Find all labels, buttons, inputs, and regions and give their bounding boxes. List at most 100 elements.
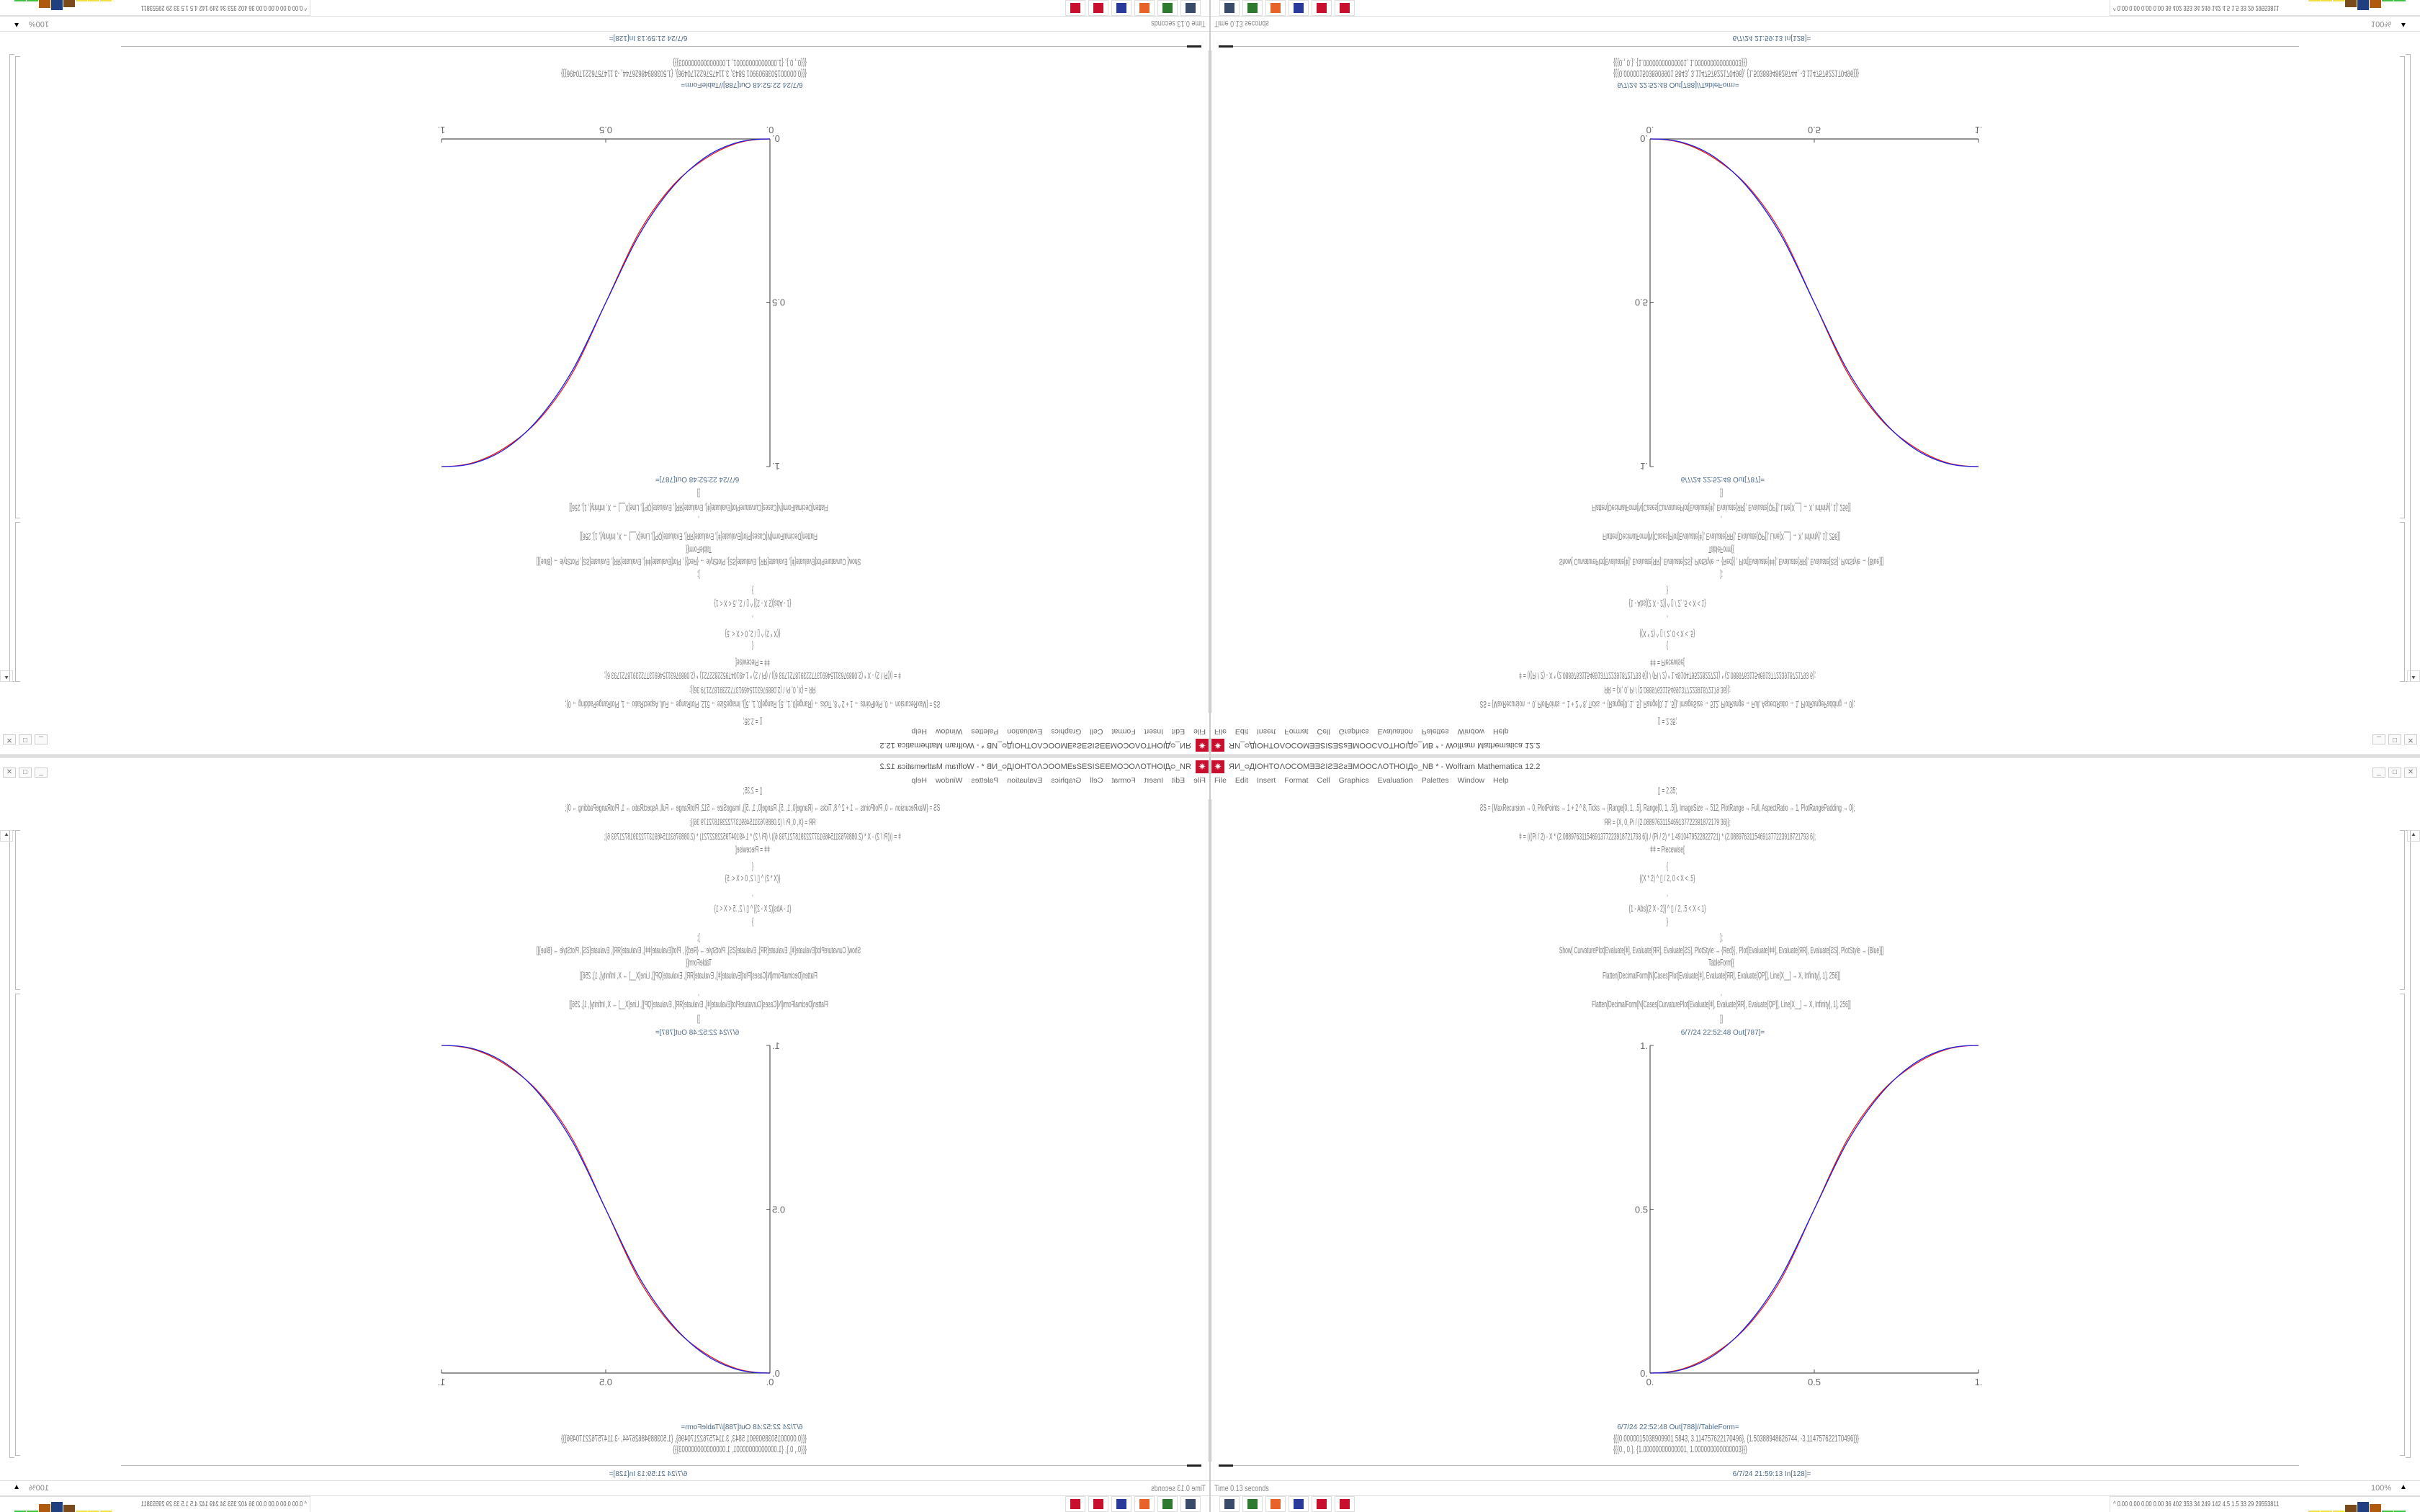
menu-graphics[interactable]: Graphics	[1051, 776, 1082, 785]
menu-format[interactable]: Format	[1284, 727, 1309, 736]
menu-evaluation[interactable]: Evaluation	[1377, 727, 1413, 736]
code-line[interactable]: {(X * 2) ^ ▯ / 2, 0 < X < .5}	[1639, 873, 1695, 883]
code-line[interactable]: {	[751, 641, 754, 652]
cell-bracket[interactable]	[15, 522, 20, 682]
code-line[interactable]: ЯR = {X, 0, Pi / (2.08897631154691377223…	[1604, 685, 1731, 696]
terminal-icon[interactable]	[1242, 0, 1263, 16]
cell-bracket[interactable]	[15, 56, 20, 518]
menu-edit[interactable]: Edit	[1234, 776, 1249, 785]
code-line[interactable]: Show[ CurvaturePlot[Evaluate[ǂ], Evaluat…	[1559, 557, 1884, 567]
close-button[interactable]: ✕	[2404, 734, 2417, 744]
code-line[interactable]: Show[ CurvaturePlot[Evaluate[ǂ], Evaluat…	[536, 945, 861, 955]
terminal-icon[interactable]	[1157, 0, 1178, 16]
menu-edit[interactable]: Edit	[1171, 776, 1186, 785]
minimize-button[interactable]: _	[2372, 734, 2385, 744]
menu-palettes[interactable]: Palettes	[1421, 727, 1449, 736]
menu-file[interactable]: File	[1193, 727, 1206, 736]
menu-evaluation[interactable]: Evaluation	[1007, 776, 1043, 785]
menu-window[interactable]: Window	[935, 727, 963, 736]
firefox-icon[interactable]	[1134, 0, 1155, 16]
menu-insert[interactable]: Insert	[1144, 776, 1163, 785]
code-line[interactable]: ЯR = {X, 0, Pi / (2.08897631154691377223…	[689, 816, 816, 827]
menu-cell[interactable]: Cell	[1317, 776, 1330, 785]
code-line[interactable]: ЯR = {X, 0, Pi / (2.08897631154691377223…	[1604, 816, 1731, 827]
code-line[interactable]: }	[751, 916, 754, 927]
code-line[interactable]: {(X * 2) ^ ▯ / 2, 0 < X < .5}	[725, 629, 781, 639]
code-line[interactable]: ⁠▯ = 2.35;	[1657, 716, 1677, 727]
zoom-menu-icon[interactable]: ▲	[13, 1483, 20, 1491]
firefox-icon[interactable]	[1265, 0, 1286, 16]
code-line[interactable]: ⁠▯ = 2.35;	[1657, 785, 1677, 796]
monitor-icon[interactable]	[1219, 1496, 1240, 1512]
code-line[interactable]: }	[1666, 585, 1669, 596]
code-line[interactable]: ǂǂ = Piecewise[	[735, 657, 770, 668]
cell-group-bracket[interactable]	[9, 830, 14, 1458]
scroll-up-button[interactable]: ▲	[2407, 670, 2420, 682]
code-line[interactable]: Flatten[DecimalForm[N[Cases[CurvaturePlo…	[569, 999, 828, 1009]
cell-bracket[interactable]	[2400, 994, 2405, 1456]
terminal-icon[interactable]	[1157, 1496, 1178, 1512]
save-icon[interactable]	[1289, 0, 1309, 16]
code-line[interactable]: ƧS = {MaxRecursion → 0, PlotPoints → 1 +…	[1479, 802, 1855, 813]
code-line[interactable]: Flatten[DecimalForm[N[Cases[Plot[Evaluat…	[1603, 531, 1840, 542]
menu-palettes[interactable]: Palettes	[971, 727, 999, 736]
code-line[interactable]: ,	[698, 515, 699, 526]
scroll-up-button[interactable]: ▲	[0, 830, 13, 842]
menu-insert[interactable]: Insert	[1257, 727, 1276, 736]
code-line[interactable]: {	[751, 860, 754, 871]
menu-file[interactable]: File	[1214, 727, 1227, 736]
menu-format[interactable]: Format	[1284, 776, 1309, 785]
code-line[interactable]: ,	[752, 887, 753, 898]
menu-evaluation[interactable]: Evaluation	[1007, 727, 1043, 736]
monitor-icon[interactable]	[1219, 0, 1240, 16]
minimize-button[interactable]: _	[35, 768, 48, 778]
code-line[interactable]: Flatten[DecimalForm[N[Cases[Plot[Evaluat…	[580, 531, 817, 542]
zoom-menu-icon[interactable]: ▲	[2400, 1483, 2407, 1491]
menu-help[interactable]: Help	[911, 776, 927, 785]
zoom-menu-icon[interactable]: ▲	[13, 21, 20, 29]
mathematica-icon[interactable]	[1088, 0, 1108, 16]
zoom-menu-icon[interactable]: ▲	[2400, 21, 2407, 29]
zoom-level[interactable]: 100%	[2371, 19, 2392, 28]
code-line[interactable]: }]	[1719, 488, 1724, 499]
code-line[interactable]: Show[ CurvaturePlot[Evaluate[ǂ], Evaluat…	[1559, 945, 1884, 955]
code-line[interactable]: TableForm[{	[685, 544, 712, 555]
menu-graphics[interactable]: Graphics	[1338, 727, 1369, 736]
menu-insert[interactable]: Insert	[1257, 776, 1276, 785]
menu-file[interactable]: File	[1214, 776, 1227, 785]
code-line[interactable]: ,	[1721, 986, 1722, 997]
menu-insert[interactable]: Insert	[1144, 727, 1163, 736]
mathematica-icon[interactable]	[1335, 1496, 1355, 1512]
code-line[interactable]: {	[1666, 641, 1669, 652]
code-line[interactable]: ǂ = (((Pi / 2) - X * (2.0889763115469137…	[1518, 670, 1816, 681]
cell-bracket[interactable]	[15, 830, 20, 990]
firefox-icon[interactable]	[1134, 1496, 1155, 1512]
menu-graphics[interactable]: Graphics	[1051, 727, 1082, 736]
code-line[interactable]: ǂǂ = Piecewise[	[1650, 657, 1685, 668]
code-line[interactable]: ǂǂ = Piecewise[	[1650, 844, 1685, 855]
menu-cell[interactable]: Cell	[1317, 727, 1330, 736]
code-line[interactable]: ,	[698, 986, 699, 997]
maximize-button[interactable]: □	[2388, 768, 2401, 778]
cell-group-bracket[interactable]	[2406, 830, 2411, 1458]
menu-format[interactable]: Format	[1111, 776, 1136, 785]
menu-cell[interactable]: Cell	[1090, 727, 1103, 736]
code-line[interactable]: Flatten[DecimalForm[N[Cases[CurvaturePlo…	[1592, 999, 1851, 1009]
code-line[interactable]: ,	[1721, 515, 1722, 526]
menu-cell[interactable]: Cell	[1090, 776, 1103, 785]
close-button[interactable]: ✕	[3, 768, 16, 778]
code-line[interactable]: ,	[752, 614, 753, 625]
mathematica-icon[interactable]	[1065, 0, 1085, 16]
mathematica-icon[interactable]	[1312, 1496, 1332, 1512]
code-line[interactable]: }	[751, 585, 754, 596]
code-line[interactable]: TableForm[{	[1708, 544, 1735, 555]
code-line[interactable]: ƧS = {MaxRecursion → 0, PlotPoints → 1 +…	[1479, 699, 1855, 710]
mathematica-icon[interactable]	[1065, 1496, 1085, 1512]
code-line[interactable]: {1 - Abs[(2 X - 2)] ^ ▯ / 2, .5 < X < 1}	[1628, 903, 1706, 914]
code-line[interactable]: {(X * 2) ^ ▯ / 2, 0 < X < .5}	[725, 873, 781, 883]
code-line[interactable]: ǂǂ = Piecewise[	[735, 844, 770, 855]
code-line[interactable]: ⁠▯ = 2.35;	[743, 785, 763, 796]
cell-bracket[interactable]	[2400, 522, 2405, 682]
mathematica-icon[interactable]	[1335, 0, 1355, 16]
scroll-up-button[interactable]: ▲	[2407, 830, 2420, 842]
